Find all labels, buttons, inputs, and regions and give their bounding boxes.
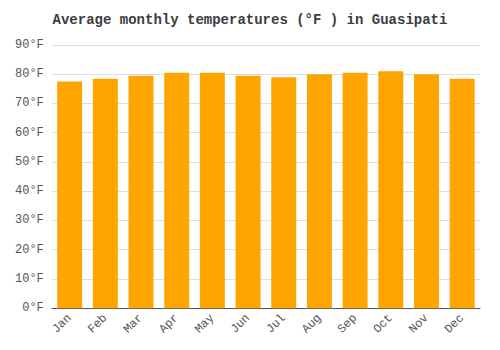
svg-text:Apr: Apr	[156, 311, 181, 336]
svg-text:Sep: Sep	[335, 311, 360, 336]
svg-text:Nov: Nov	[406, 311, 431, 336]
svg-text:50°F: 50°F	[15, 155, 44, 169]
svg-text:Oct: Oct	[371, 311, 396, 336]
svg-text:10°F: 10°F	[15, 272, 44, 286]
svg-text:Jun: Jun	[228, 311, 253, 336]
svg-text:Jul: Jul	[264, 311, 289, 336]
svg-text:90°F: 90°F	[15, 38, 44, 52]
svg-text:Aug: Aug	[299, 311, 324, 336]
svg-text:Jan: Jan	[49, 311, 74, 336]
svg-text:Feb: Feb	[85, 311, 110, 336]
svg-text:Mar: Mar	[121, 311, 146, 336]
svg-text:Dec: Dec	[442, 311, 467, 336]
svg-text:60°F: 60°F	[15, 126, 44, 140]
svg-text:80°F: 80°F	[15, 67, 44, 81]
svg-text:40°F: 40°F	[15, 184, 44, 198]
svg-text:70°F: 70°F	[15, 96, 44, 110]
svg-text:30°F: 30°F	[15, 213, 44, 227]
svg-text:Average monthly temperatures (: Average monthly temperatures (°F ) in Gu…	[53, 12, 448, 28]
svg-text:20°F: 20°F	[15, 243, 44, 257]
svg-text:0°F: 0°F	[22, 301, 44, 315]
svg-text:May: May	[192, 311, 217, 336]
